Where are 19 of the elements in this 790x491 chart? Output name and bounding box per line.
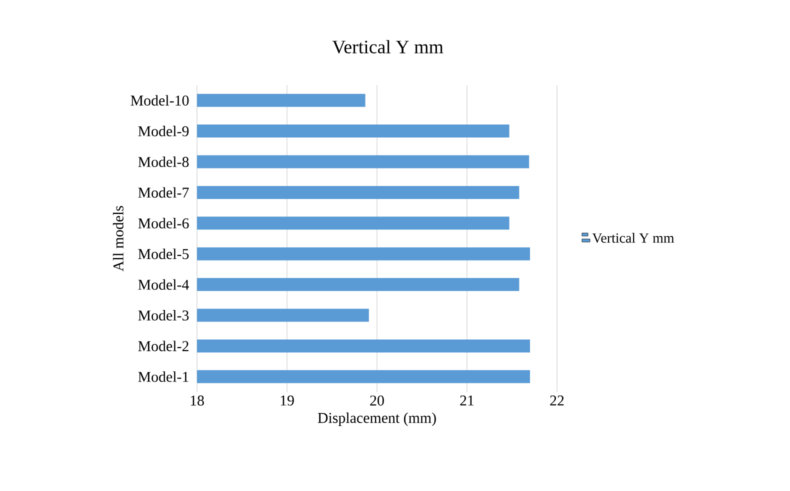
y-axis-title: All models (112, 206, 124, 272)
y-tick-label: Model-2 (138, 340, 188, 352)
x-tick-label: 20 (370, 396, 384, 406)
y-tick-label: Model-9 (138, 126, 189, 136)
y-tick-label: Model-1 (138, 371, 188, 382)
chart-title: Vertical Y mm (332, 40, 444, 54)
y-tick-label: Model-6 (138, 218, 189, 228)
legend-label: Vertical Y mm (592, 232, 674, 243)
y-tick-label: Model-10 (130, 95, 189, 106)
y-tick-label: Model-5 (138, 248, 189, 260)
x-tick-label: 18 (190, 396, 204, 406)
x-tick-label: 22 (550, 396, 564, 406)
x-axis-title: Displacement (mm) (318, 412, 436, 426)
y-tick-label: Model-3 (138, 310, 189, 321)
y-tick-label: Model-4 (138, 279, 189, 290)
x-tick-label: 19 (280, 396, 294, 406)
y-tick-label: Model-8 (138, 156, 189, 167)
y-tick-label: Model-7 (138, 187, 189, 198)
x-tick-label: 21 (460, 396, 474, 406)
